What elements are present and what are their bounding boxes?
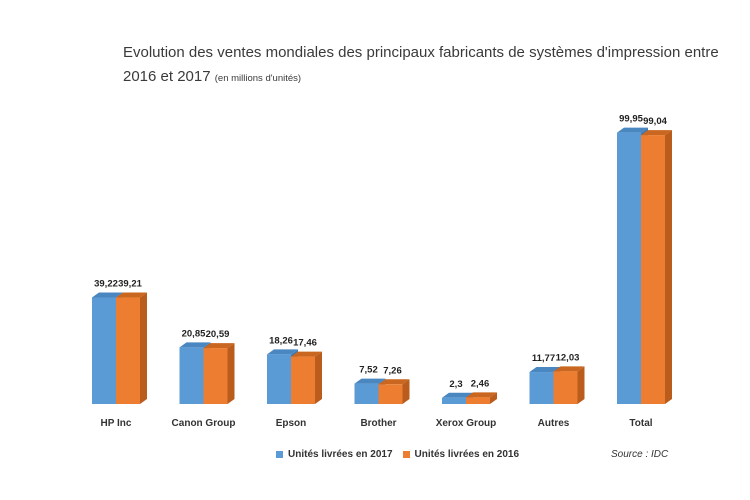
bar-epson-2016 <box>291 351 322 404</box>
bar-top-brother-2016 <box>378 379 410 385</box>
bar-top-xerox-group-2017 <box>442 392 473 398</box>
bar-front-total-2017 <box>617 132 641 405</box>
category-label-total: Total <box>629 418 652 429</box>
bar-top-epson-2016 <box>291 351 322 357</box>
bar-autres-2016 <box>553 366 585 404</box>
chart-title-line-2: 2016 et 2017 (en millions d'unités) <box>123 68 301 85</box>
bar-top-epson-2017 <box>267 349 298 355</box>
data-label-brother-2016: 7,26 <box>383 365 402 376</box>
data-label-epson-2017: 18,26 <box>269 335 293 346</box>
data-label-xerox-group-2016: 2,46 <box>471 378 490 389</box>
bar-top-autres-2016 <box>553 366 585 372</box>
legend: Unités livrées en 2017 Unités livrées en… <box>276 449 519 460</box>
data-label-hp-inc-2017: 39,22 <box>94 279 118 290</box>
legend-label-2017: Unités livrées en 2017 <box>288 449 393 460</box>
bar-front-hp-inc-2017 <box>92 297 116 404</box>
bar-top-total-2016 <box>641 130 672 136</box>
legend-item-2017: Unités livrées en 2017 <box>276 449 393 460</box>
bar-side-hp-inc-2016 <box>140 292 147 404</box>
bar-front-total-2016 <box>641 135 665 405</box>
category-label-epson: Epson <box>276 418 307 429</box>
bar-top-canon-group-2017 <box>179 342 211 348</box>
bar-hp-inc-2016 <box>116 292 147 404</box>
bar-total-2016 <box>641 130 672 405</box>
bar-top-autres-2017 <box>529 367 561 373</box>
bar-front-hp-inc-2016 <box>116 297 140 404</box>
data-label-autres-2016: 12,03 <box>556 352 580 363</box>
bar-top-hp-inc-2017 <box>92 292 123 298</box>
data-label-autres-2017: 11,77 <box>532 353 555 364</box>
bar-front-epson-2017 <box>267 354 291 404</box>
category-label-canon-group: Canon Group <box>172 418 236 429</box>
bar-side-total-2016 <box>665 130 672 405</box>
data-label-epson-2016: 17,46 <box>293 338 317 349</box>
bar-front-xerox-group-2016 <box>466 397 490 404</box>
bar-top-hp-inc-2016 <box>116 292 147 298</box>
bar-front-brother-2016 <box>378 384 403 404</box>
bar-xerox-group-2016 <box>466 392 497 404</box>
bar-front-autres-2017 <box>529 372 554 404</box>
legend-swatch-2017 <box>276 451 283 458</box>
bar-front-canon-group-2016 <box>203 348 228 404</box>
data-label-canon-group-2017: 20,85 <box>182 328 206 339</box>
category-label-autres: Autres <box>538 418 570 429</box>
bar-side-brother-2016 <box>402 379 410 404</box>
bar-side-canon-group-2016 <box>227 343 235 404</box>
chart-title-line-1: Evolution des ventes mondiales des princ… <box>123 44 719 61</box>
chart-title-years: 2016 et 2017 <box>123 68 211 85</box>
legend-item-2016: Unités livrées en 2016 <box>402 449 520 460</box>
data-label-xerox-group-2017: 2,3 <box>449 379 462 390</box>
bar-front-autres-2016 <box>553 371 578 404</box>
bar-side-autres-2016 <box>577 366 585 404</box>
data-label-total-2017: 99,95 <box>619 114 643 125</box>
bar-front-canon-group-2017 <box>179 347 204 404</box>
category-label-hp-inc: HP Inc <box>101 418 132 429</box>
data-label-brother-2017: 7,52 <box>359 365 378 376</box>
bar-front-xerox-group-2017 <box>442 397 466 404</box>
bar-canon-group-2016 <box>203 343 235 404</box>
bar-brother-2016 <box>378 379 410 404</box>
bar-side-xerox-group-2016 <box>490 392 497 404</box>
bar-top-total-2017 <box>617 127 648 133</box>
source-note: Source : IDC <box>611 449 669 460</box>
legend-label-2016: Unités livrées en 2016 <box>414 449 520 460</box>
category-label-brother: Brother <box>360 418 396 429</box>
bar-front-epson-2016 <box>291 356 315 404</box>
data-label-canon-group-2016: 20,59 <box>206 329 230 340</box>
data-label-total-2016: 99,04 <box>643 116 667 127</box>
bar-side-epson-2016 <box>315 351 322 404</box>
bar-top-xerox-group-2016 <box>466 392 497 398</box>
chart-unit-note: (en millions d'unités) <box>214 73 302 84</box>
data-label-hp-inc-2016: 39,21 <box>118 279 142 290</box>
bar-top-brother-2017 <box>354 378 386 384</box>
bar-top-canon-group-2016 <box>203 343 235 349</box>
bar-front-brother-2017 <box>354 383 379 404</box>
category-label-xerox-group: Xerox Group <box>436 418 497 429</box>
legend-swatch-2016 <box>402 451 410 458</box>
